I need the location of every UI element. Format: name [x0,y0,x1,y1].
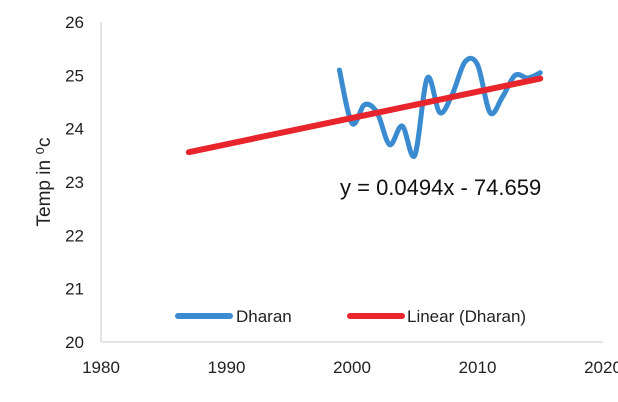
y-tick-label: 20 [65,333,84,352]
y-axis-label: Temp in ⁰c [34,138,55,227]
x-tick-label: 2020 [584,358,618,377]
axes [100,22,603,343]
y-tick-label: 24 [65,120,84,139]
x-tick-label: 1990 [208,358,246,377]
series-line-linear-dharan [185,75,544,156]
series-group [185,55,544,159]
x-tick-labels: 1980 1990 2000 2010 2020 [82,358,618,377]
x-tick-label: 2000 [333,358,371,377]
y-tick-label: 26 [65,13,84,32]
y-tick-labels: 20 21 22 23 24 25 26 [65,13,84,352]
series-line-dharan [336,55,543,159]
legend-label-dharan: Dharan [236,307,292,326]
y-tick-label: 23 [65,173,84,192]
x-tick-label: 2010 [459,358,497,377]
y-tick-label: 21 [65,280,84,299]
legend-label-linear: Linear (Dharan) [407,307,526,326]
y-tick-label: 25 [65,66,84,85]
legend: Dharan Linear (Dharan) [175,307,526,326]
y-tick-label: 22 [65,226,84,245]
x-tick-label: 1980 [82,358,120,377]
trendline-equation: y = 0.0494x - 74.659 [340,175,541,200]
